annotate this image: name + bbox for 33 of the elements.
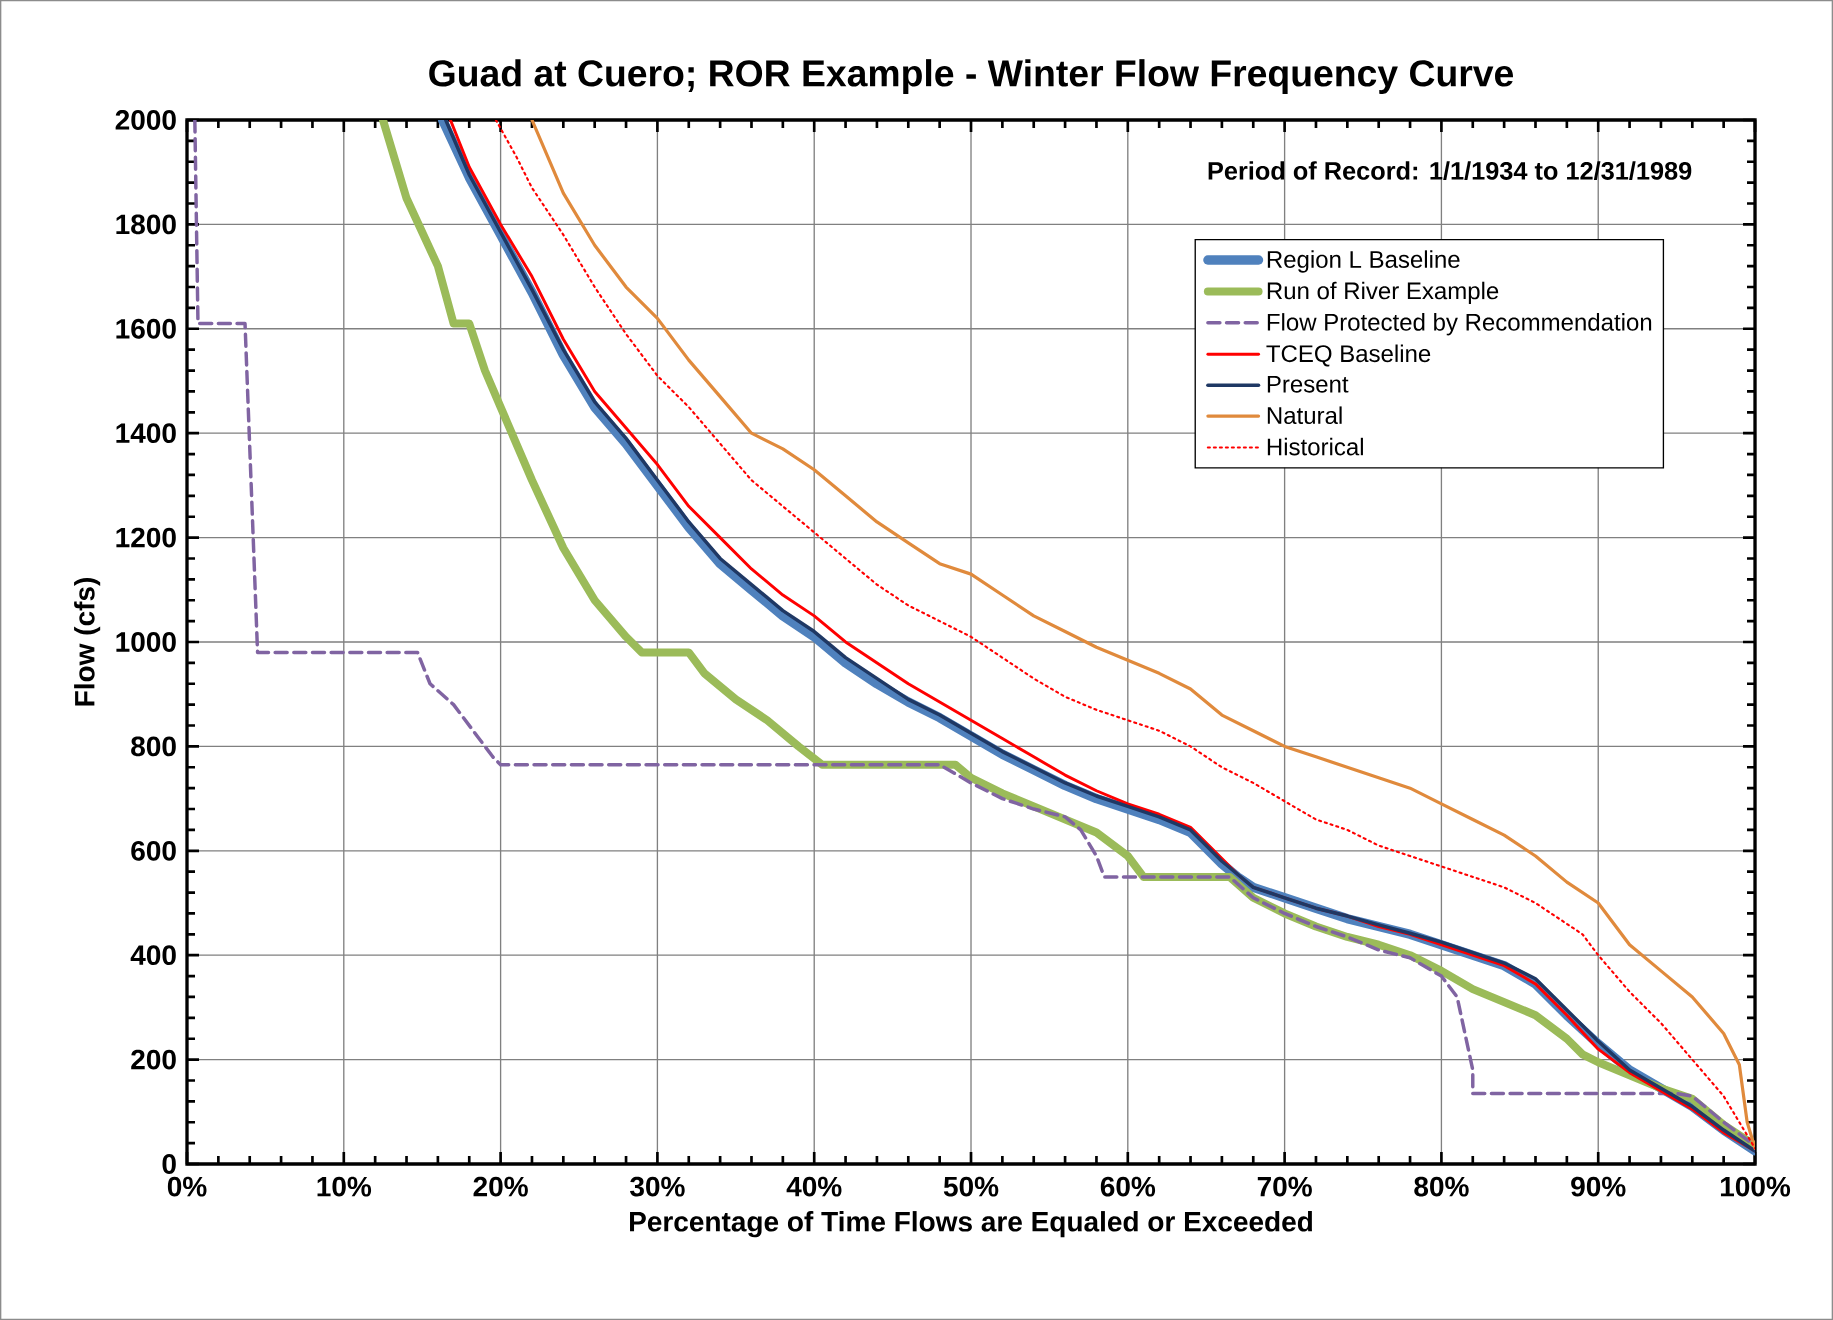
annotation: Period of Record: 1/1/1934 to 12/31/1989	[1208, 161, 1692, 181]
y-tick-label: 600	[131, 840, 176, 861]
x-tick-label: 60%	[1100, 1176, 1156, 1197]
x-tick-label: 100%	[1720, 1176, 1791, 1197]
x-tick-label: 30%	[630, 1176, 685, 1197]
x-tick-label: 20%	[473, 1176, 528, 1197]
y-tick-label: 800	[131, 736, 176, 757]
legend-label: TCEQ Baseline	[1266, 344, 1431, 367]
y-axis-title: Flow (cfs)	[74, 578, 101, 706]
legend-label: Run of River Example	[1267, 281, 1499, 305]
y-tick-label: 1800	[116, 214, 176, 235]
x-axis-title: Percentage of Time Flows are Equaled or Exceeded	[630, 1211, 1312, 1238]
chart-title: Guad at Cuero; ROR Example - Winter Flow Frequency Curve	[429, 59, 1514, 94]
legend-label: Region L Baseline	[1267, 250, 1460, 273]
x-tick-label: 80%	[1414, 1176, 1469, 1197]
y-tick-label: 1600	[116, 318, 176, 339]
legend-label: Natural	[1267, 406, 1342, 425]
y-tick-label: 1400	[116, 423, 176, 444]
x-tick-label: 40%	[786, 1176, 842, 1197]
y-tick-label: 400	[130, 945, 176, 966]
x-tick-label: 0%	[167, 1176, 207, 1197]
x-tick-label: 90%	[1571, 1176, 1626, 1197]
x-tick-label: 70%	[1257, 1176, 1312, 1197]
x-tick-label: 50%	[943, 1176, 999, 1197]
legend-label: Present	[1267, 375, 1349, 393]
y-tick-label: 2000	[115, 110, 176, 130]
legend-label: Historical	[1267, 437, 1363, 456]
y-tick-label: 0	[162, 1154, 176, 1174]
y-tick-label: 200	[131, 1049, 176, 1070]
x-tick-label: 10%	[317, 1176, 372, 1197]
y-tick-label: 1200	[116, 527, 176, 548]
y-tick-label: 1000	[116, 632, 176, 652]
legend-label: Flow Protected by Recommendation	[1267, 313, 1652, 336]
